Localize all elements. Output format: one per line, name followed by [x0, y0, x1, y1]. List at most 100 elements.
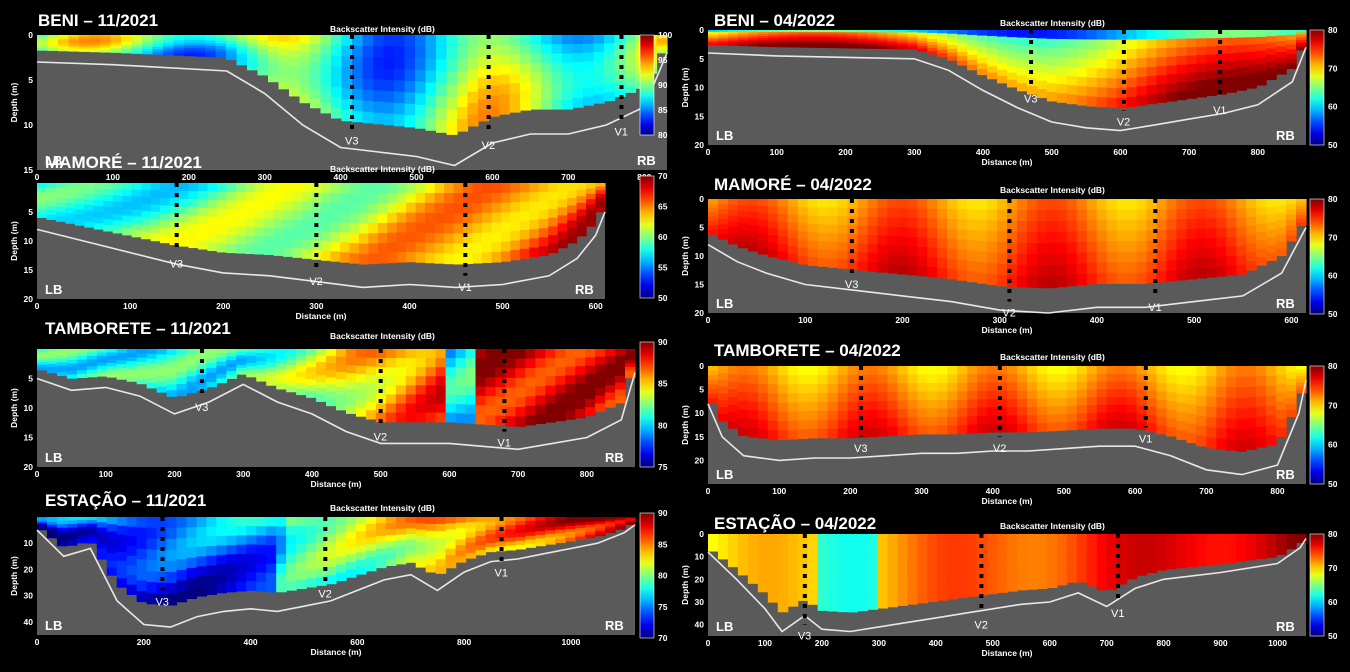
heatmap-cell	[717, 543, 729, 547]
heatmap-cell	[1026, 210, 1038, 222]
heatmap-cell	[435, 538, 447, 546]
heatmap-cell	[1096, 97, 1108, 108]
heatmap-cell	[1216, 428, 1227, 440]
heatmap-cell	[256, 572, 267, 583]
heatmap-cell	[336, 379, 347, 388]
heatmap-cell	[321, 231, 332, 242]
heatmap-cell	[173, 40, 185, 44]
heatmap-cell	[867, 543, 879, 554]
heatmap-cell	[937, 382, 948, 393]
heatmap-cell	[475, 367, 487, 378]
heatmap-cell	[188, 231, 199, 241]
heatmap-cell	[615, 526, 626, 529]
heatmap-cell	[289, 80, 301, 89]
heatmap-cell	[1266, 395, 1277, 407]
heatmap-cell	[488, 85, 500, 97]
heatmap-cell	[89, 43, 101, 46]
heatmap-cell	[37, 517, 48, 520]
heatmap-cell	[1016, 568, 1028, 577]
heatmap-cell	[1226, 199, 1237, 210]
heatmap-cell	[987, 263, 998, 275]
heatmap-cell	[368, 203, 379, 214]
heatmap-cell	[847, 374, 859, 385]
heatmap-cell	[837, 207, 849, 217]
heatmap-cell	[1116, 209, 1128, 221]
heatmap-cell	[100, 35, 112, 38]
heatmap-cell	[747, 224, 759, 233]
heatmap-cell	[1056, 559, 1068, 567]
heatmap-cell	[1136, 421, 1148, 431]
heatmap-cell	[385, 535, 397, 542]
heatmap-cell	[226, 526, 237, 537]
heatmap-cell	[887, 245, 898, 256]
heatmap-cell	[84, 194, 95, 201]
heatmap-cell	[467, 114, 479, 127]
heatmap-cell	[475, 550, 487, 556]
heatmap-cell	[1256, 540, 1267, 544]
heatmap-cell	[1156, 542, 1168, 549]
heatmap-cell	[1136, 272, 1148, 284]
heatmap-cell	[565, 366, 576, 376]
heatmap-cell	[236, 572, 247, 583]
heatmap-cell	[478, 110, 490, 122]
heatmap-cell	[46, 196, 57, 202]
heatmap-cell	[1196, 537, 1207, 543]
heatmap-cell	[787, 375, 799, 385]
heatmap-cell	[997, 274, 1008, 287]
heatmap-cell	[797, 558, 809, 568]
y-axis-label: Depth (m)	[9, 388, 19, 428]
heatmap-cell	[1116, 389, 1128, 398]
heatmap-cell	[562, 99, 574, 110]
heatmap-cell	[957, 416, 968, 426]
heatmap-cell	[837, 572, 849, 584]
heatmap-cell	[146, 517, 158, 529]
heatmap-cell	[525, 528, 536, 533]
heatmap-cell	[365, 530, 377, 538]
heatmap-cell	[625, 359, 636, 364]
heatmap-cell	[505, 525, 516, 530]
heatmap-cell	[1036, 232, 1048, 244]
heatmap-cell	[1296, 202, 1307, 207]
heatmap-cell	[1246, 366, 1257, 378]
heatmap-cell	[1076, 545, 1088, 553]
heatmap-cell	[625, 35, 637, 43]
heatmap-cell	[296, 525, 307, 536]
heatmap-cell	[404, 69, 416, 82]
heatmap-cell	[302, 230, 313, 241]
heatmap-cell	[817, 36, 829, 40]
heatmap-cell	[495, 542, 507, 548]
x-tick-label: 600	[1113, 147, 1127, 157]
heatmap-cell	[326, 566, 337, 576]
heatmap-cell	[216, 226, 227, 236]
heatmap-cell	[345, 373, 357, 382]
left-bank-label: LB	[716, 619, 733, 634]
heatmap-cell	[767, 34, 779, 37]
heatmap-cell	[146, 582, 158, 594]
heatmap-cell	[767, 206, 779, 215]
heatmap-cell	[286, 364, 297, 371]
heatmap-cell	[545, 540, 556, 545]
heatmap-cell	[1266, 54, 1277, 62]
heatmap-cell	[535, 376, 546, 387]
heatmap-cell	[575, 400, 586, 410]
heatmap-cell	[445, 536, 457, 543]
heatmap-cell	[246, 352, 257, 357]
vertical-label: V1	[497, 438, 510, 450]
heatmap-cell	[917, 585, 928, 595]
heatmap-cell	[857, 225, 869, 236]
heatmap-cell	[1046, 398, 1058, 407]
heatmap-cell	[757, 42, 769, 45]
heatmap-cell	[435, 517, 447, 525]
heatmap-cell	[146, 571, 158, 583]
heatmap-cell	[96, 365, 108, 370]
heatmap-cell	[1007, 548, 1018, 556]
heatmap-cell	[266, 526, 277, 537]
heatmap-cell	[867, 410, 879, 420]
heatmap-cell	[987, 48, 998, 55]
heatmap-cell	[777, 375, 789, 385]
heatmap-cell	[1236, 264, 1247, 275]
heatmap-cell	[519, 239, 530, 250]
heatmap-cell	[316, 559, 327, 569]
heatmap-cell	[817, 30, 829, 33]
heatmap-cell	[126, 353, 138, 358]
